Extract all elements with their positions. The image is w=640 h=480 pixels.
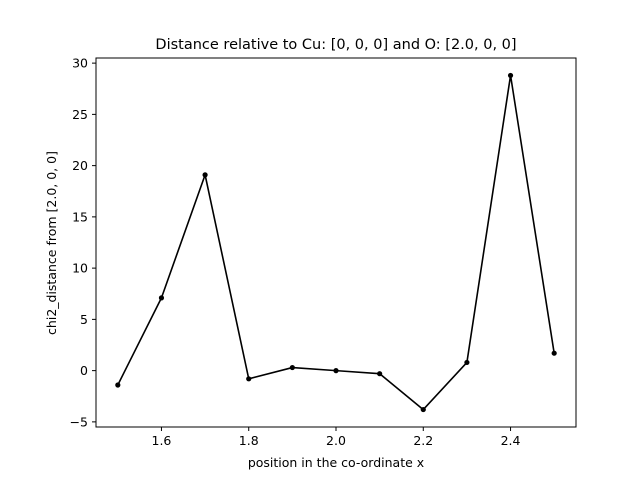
data-point — [377, 371, 383, 377]
y-tick-label: 0 — [80, 363, 88, 378]
data-point — [464, 359, 470, 366]
data-point — [551, 350, 557, 356]
y-tick-label: 25 — [72, 107, 88, 122]
y-tick-label: −5 — [70, 414, 88, 429]
y-tick-label: 10 — [72, 261, 88, 276]
data-point — [158, 295, 165, 301]
x-tick-label: 2.0 — [326, 433, 346, 448]
data-point — [507, 72, 514, 79]
x-axis-label: position in the co-ordinate x — [248, 455, 424, 470]
x-tick-label: 2.2 — [413, 433, 433, 448]
data-point — [246, 376, 252, 382]
data-point — [115, 382, 121, 388]
data-point — [202, 172, 208, 178]
data-point — [333, 368, 339, 374]
x-tick-label: 2.4 — [501, 433, 521, 448]
plot-area: 1.6 1.8 2.0 2.2 2.4 −5 0 5 10 15 20 25 30 — [70, 56, 557, 448]
y-tick-label: 15 — [72, 209, 88, 224]
chart-title: Distance relative to Cu: [0, 0, 0] and O… — [155, 37, 516, 53]
y-axis-label: chi2_distance from [2.0, 0, 0] — [44, 151, 59, 335]
y-tick-label: 5 — [80, 312, 88, 327]
axes-frame — [95, 57, 577, 428]
x-tick-label: 1.8 — [239, 433, 259, 448]
y-tick-label: 30 — [72, 56, 88, 71]
data-point — [420, 406, 426, 413]
x-tick-label: 1.6 — [152, 433, 172, 448]
y-tick-label: 20 — [72, 158, 88, 173]
data-point — [289, 364, 295, 371]
